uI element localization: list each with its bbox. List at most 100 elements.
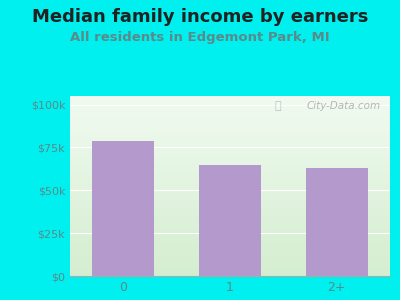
Bar	[70, 247, 390, 248]
Bar	[70, 209, 390, 210]
Bar	[70, 242, 390, 243]
Bar	[70, 199, 390, 200]
Bar	[70, 196, 390, 197]
Bar	[70, 159, 390, 160]
Bar	[70, 188, 390, 189]
Bar	[70, 189, 390, 190]
Bar	[70, 185, 390, 186]
Bar	[70, 163, 390, 164]
Bar	[70, 118, 390, 119]
Bar	[70, 150, 390, 151]
Bar	[70, 120, 390, 121]
Bar	[70, 119, 390, 120]
Bar	[70, 191, 390, 192]
Bar	[70, 177, 390, 178]
Bar	[70, 115, 390, 116]
Bar	[70, 224, 390, 225]
Bar	[70, 139, 390, 140]
Bar	[70, 166, 390, 167]
Bar	[70, 267, 390, 268]
Bar	[70, 251, 390, 252]
Bar	[70, 236, 390, 237]
Bar	[70, 253, 390, 254]
Bar	[70, 265, 390, 266]
Bar	[70, 259, 390, 260]
Bar	[70, 175, 390, 176]
Bar	[70, 100, 390, 101]
Bar	[70, 103, 390, 104]
Bar	[70, 126, 390, 127]
Bar	[70, 174, 390, 175]
Bar	[70, 154, 390, 155]
Bar	[70, 131, 390, 132]
Bar	[70, 230, 390, 231]
Bar	[70, 161, 390, 162]
Bar	[70, 225, 390, 226]
Bar	[70, 252, 390, 253]
Bar	[70, 197, 390, 198]
Bar	[199, 165, 261, 276]
Bar	[70, 173, 390, 174]
Bar	[70, 254, 390, 255]
Bar	[70, 272, 390, 273]
Bar	[70, 235, 390, 236]
Bar	[70, 255, 390, 256]
Bar	[70, 143, 390, 144]
Bar	[70, 246, 390, 247]
Bar	[70, 211, 390, 212]
Bar	[70, 137, 390, 138]
Bar	[70, 244, 390, 245]
Bar	[70, 257, 390, 258]
Bar	[70, 164, 390, 165]
Bar	[70, 167, 390, 168]
Bar	[70, 201, 390, 202]
Bar	[70, 205, 390, 206]
Bar	[70, 98, 390, 99]
Bar	[70, 194, 390, 195]
Bar	[70, 220, 390, 221]
Bar	[70, 157, 390, 158]
Bar	[70, 217, 390, 218]
Bar	[70, 96, 390, 97]
Bar	[70, 195, 390, 196]
Bar	[70, 133, 390, 134]
Bar	[70, 178, 390, 179]
Bar	[70, 124, 390, 125]
Bar	[70, 125, 390, 126]
Bar	[70, 193, 390, 194]
Bar	[70, 105, 390, 106]
Bar	[70, 182, 390, 183]
Bar	[70, 264, 390, 265]
Bar	[70, 106, 390, 107]
Bar	[70, 97, 390, 98]
Bar	[70, 179, 390, 180]
Bar	[70, 117, 390, 118]
Bar	[70, 214, 390, 215]
Bar	[70, 273, 390, 274]
Bar	[70, 274, 390, 275]
Bar	[70, 223, 390, 224]
Bar	[70, 203, 390, 204]
Text: ⓘ: ⓘ	[274, 101, 281, 111]
Bar	[70, 141, 390, 142]
Bar	[70, 269, 390, 270]
Bar	[70, 237, 390, 238]
Bar	[70, 158, 390, 159]
Bar	[92, 141, 154, 276]
Bar	[70, 239, 390, 240]
Bar	[70, 256, 390, 257]
Bar	[70, 186, 390, 187]
Bar	[70, 104, 390, 105]
Bar	[70, 180, 390, 181]
Bar	[70, 129, 390, 130]
Bar	[70, 113, 390, 114]
Bar	[70, 112, 390, 113]
Bar	[70, 248, 390, 249]
Bar	[70, 172, 390, 173]
Bar	[306, 168, 368, 276]
Bar	[70, 128, 390, 129]
Bar	[70, 147, 390, 148]
Bar	[70, 234, 390, 235]
Bar	[70, 258, 390, 259]
Bar	[70, 204, 390, 205]
